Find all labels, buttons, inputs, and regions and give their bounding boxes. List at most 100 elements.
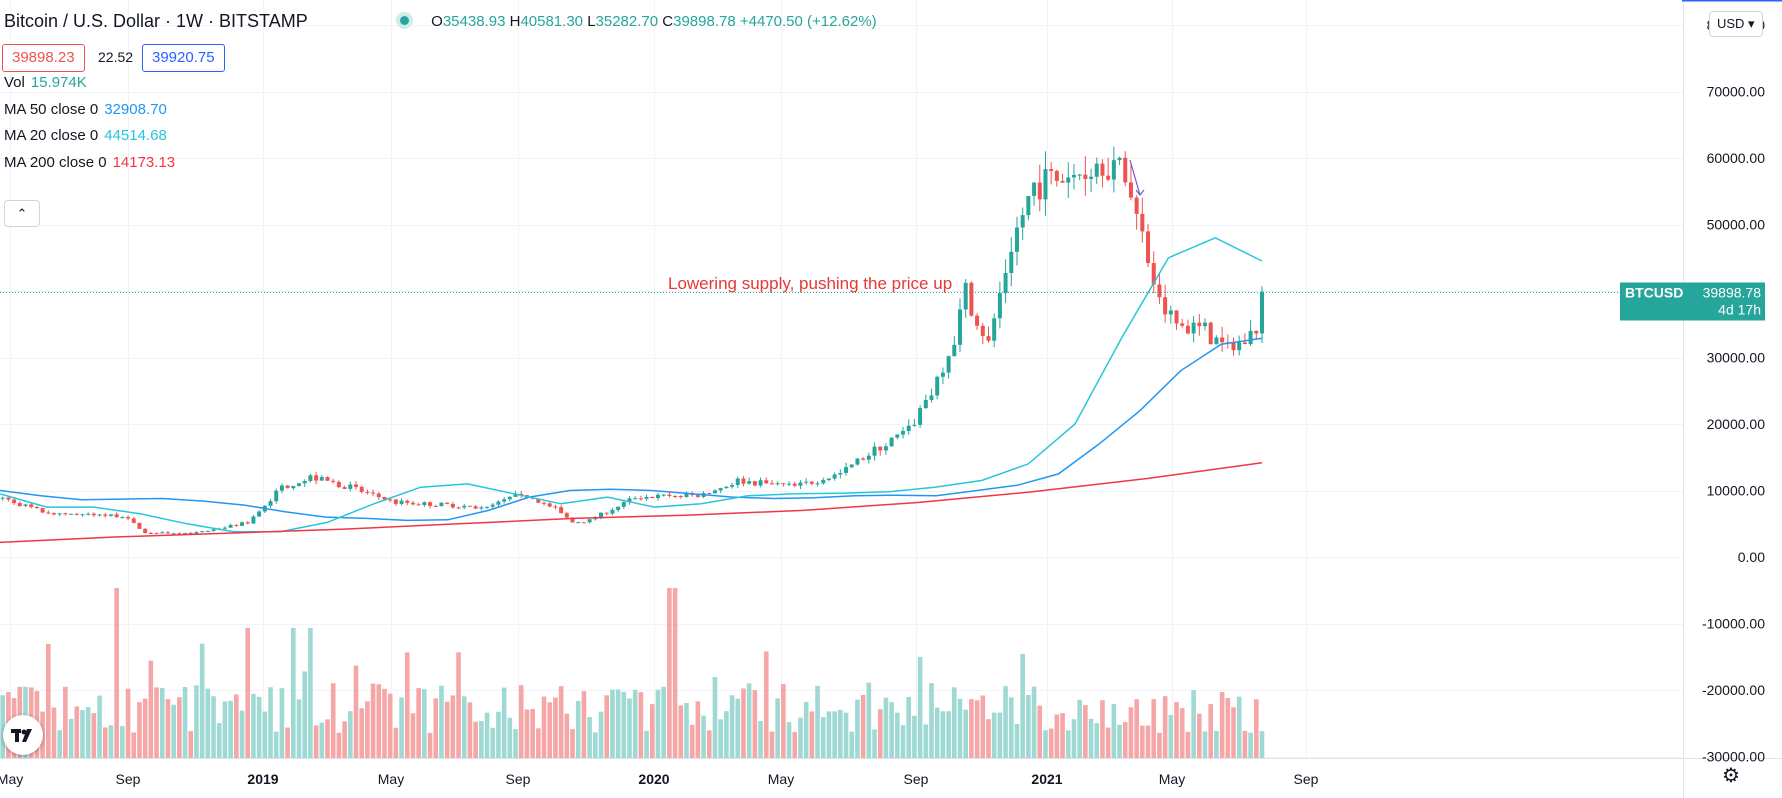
y-tick-label: 20000.00 (1707, 416, 1766, 432)
candle-body (553, 506, 558, 508)
volume-bar (370, 683, 376, 758)
candle-body (51, 513, 56, 515)
sell-button[interactable]: 39898.23 (2, 44, 85, 72)
candle-body (969, 282, 974, 316)
candle-body (764, 480, 769, 484)
candle-body (462, 505, 467, 508)
candle-body (610, 509, 615, 514)
volume-bar (171, 704, 176, 758)
candle-body (393, 499, 398, 504)
volume-bar (102, 727, 108, 758)
collapse-legend-button[interactable]: ⌃ (4, 200, 40, 227)
chart-settings-icon[interactable]: ⚙ (1722, 765, 1740, 787)
candle-body (1185, 325, 1190, 334)
candle-body (325, 477, 330, 481)
buy-button[interactable]: 39920.75 (142, 44, 225, 72)
candle-body (285, 485, 290, 489)
volume-bar (724, 711, 729, 758)
candle-body (1071, 174, 1076, 178)
legend-volume[interactable]: Vol 15.974K (4, 74, 87, 91)
candle-body (906, 425, 911, 431)
volume-bar (895, 712, 900, 758)
candle-body (34, 506, 39, 509)
candle-body (1191, 322, 1196, 334)
symbol-title[interactable]: Bitcoin / U.S. Dollar · 1W · BITSTAMP (4, 11, 308, 31)
volume-bar (1026, 695, 1031, 758)
volume-bar (399, 697, 404, 758)
volume-bar (319, 722, 325, 758)
volume-bar (427, 732, 433, 758)
candle-body (826, 478, 831, 480)
ma50-line (0, 337, 1263, 522)
legend-ma20[interactable]: MA 20 close 0 44514.68 (4, 127, 167, 144)
volume-bar (1071, 719, 1077, 758)
candle-body (519, 493, 524, 496)
volume-bar (1214, 730, 1219, 758)
volume-bar (1157, 732, 1162, 758)
volume-bar (1008, 697, 1014, 758)
volume-bar (1014, 723, 1020, 758)
candle-body (1220, 337, 1225, 343)
volume-bar (1043, 730, 1048, 758)
volume-bar (564, 713, 570, 758)
candle-body (319, 477, 324, 481)
candle-body (490, 504, 495, 507)
volume-bar (809, 711, 815, 758)
candle-body (399, 500, 404, 504)
candle-body (1111, 160, 1116, 180)
candle-body (23, 504, 28, 506)
candle-body (923, 399, 928, 409)
candle-body (872, 446, 877, 456)
volume-bar (803, 701, 809, 758)
x-tick-label: Sep (904, 771, 929, 787)
candle-body (268, 501, 273, 506)
volume-bar (211, 696, 216, 758)
volume-bar (1083, 705, 1088, 758)
volume-bar (593, 732, 598, 758)
candle-body (1043, 169, 1048, 200)
volume-bar (222, 701, 228, 758)
candle-body (137, 522, 142, 529)
volume-bar (239, 710, 245, 758)
currency-selector[interactable]: USD ▾ (1709, 11, 1763, 37)
volume-bar (1037, 705, 1043, 758)
volume-bar (661, 686, 666, 758)
volume-bar (701, 715, 706, 758)
volume-bar (1219, 692, 1225, 758)
legend-ma200[interactable]: MA 200 close 0 14173.13 (4, 154, 175, 171)
x-tick-label: 2020 (638, 771, 669, 787)
volume-bar (444, 701, 450, 758)
candle-body (485, 506, 490, 508)
volume-bar (940, 711, 946, 758)
candle-body (1032, 182, 1037, 196)
volume-bar (923, 724, 929, 758)
volume-bar (838, 709, 843, 758)
candle-body (1197, 322, 1202, 327)
volume-bar (1077, 699, 1082, 758)
tradingview-logo-icon[interactable] (3, 715, 43, 755)
volume-bar (872, 729, 877, 758)
legend-ma50[interactable]: MA 50 close 0 32908.70 (4, 101, 167, 118)
candle-body (695, 495, 700, 497)
volume-bar (1151, 699, 1157, 758)
volume-bar (479, 721, 484, 758)
volume-bar (473, 721, 478, 758)
candle-body (633, 498, 638, 500)
x-tick-label: 2021 (1031, 771, 1062, 787)
volume-bar (798, 717, 803, 758)
candle-body (769, 483, 774, 485)
candle-body (735, 478, 740, 485)
x-tick-label: Sep (506, 771, 531, 787)
volume-bar (142, 698, 148, 758)
volume-bar (1185, 731, 1191, 758)
candle-body (205, 530, 210, 532)
volume-bar (553, 697, 558, 758)
volume-bar (291, 628, 296, 758)
candle-body (946, 356, 951, 373)
candle-body (741, 478, 746, 484)
candle-body (1128, 182, 1133, 198)
volume-bar (1236, 696, 1242, 758)
volume-bar (387, 693, 393, 758)
ma200-line (0, 461, 1263, 544)
